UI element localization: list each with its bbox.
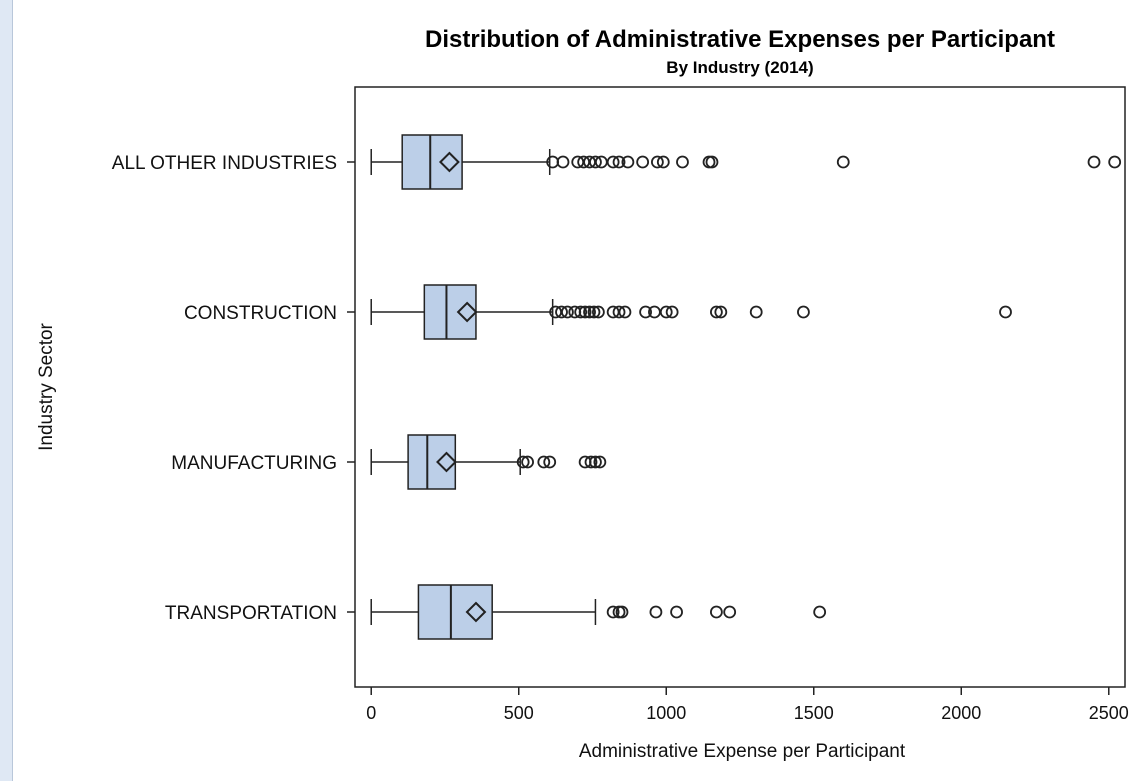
outlier-point-transportation-5 xyxy=(709,605,723,619)
outlier-point-all-other-industries-5 xyxy=(589,155,602,169)
outlier-point-construction-8 xyxy=(591,305,605,319)
x-axis-label: Administrative Expense per Participant xyxy=(579,741,906,762)
outlier-point-manufacturing-3 xyxy=(543,455,557,469)
x-tick-label-0: 0 xyxy=(366,703,376,723)
outlier-point-manufacturing-5 xyxy=(584,455,598,469)
outlier-point-all-other-industries-17 xyxy=(1087,155,1101,169)
outlier-point-transportation-4 xyxy=(670,605,683,619)
iqr-box-construction xyxy=(423,284,477,340)
outlier-point-construction-15 xyxy=(665,305,679,319)
iqr-box-transportation xyxy=(417,584,493,640)
outlier-point-all-other-industries-8 xyxy=(612,155,626,169)
outlier-point-construction-11 xyxy=(618,305,632,319)
category-label-all-other-industries: ALL OTHER INDUSTRIES xyxy=(112,153,337,174)
window-left-edge xyxy=(0,0,13,781)
outlier-point-all-other-industries-13 xyxy=(676,155,689,169)
iqr-box-all-other-industries xyxy=(401,134,463,190)
plot-layer: 0 500 1000 1500 2000 2500 ALL OTHER INDUSTRIES… xyxy=(112,134,1129,723)
outlier-point-all-other-industries-9 xyxy=(621,155,635,169)
x-tick-label-3: 1500 xyxy=(794,703,834,723)
mean-marker-manufacturing xyxy=(436,451,457,473)
outlier-point-manufacturing-7 xyxy=(593,455,607,469)
outlier-point-transportation-0 xyxy=(606,605,620,619)
x-tick-label-2: 1000 xyxy=(646,703,686,723)
x-tick-label-4: 2000 xyxy=(941,703,981,723)
iqr-box-manufacturing xyxy=(407,434,457,490)
outlier-point-manufacturing-0 xyxy=(516,455,530,469)
outlier-point-construction-17 xyxy=(714,305,728,319)
outlier-point-manufacturing-2 xyxy=(537,455,551,469)
outlier-point-construction-6 xyxy=(583,305,596,319)
outlier-point-construction-2 xyxy=(561,305,574,319)
outlier-point-all-other-industries-7 xyxy=(606,155,620,169)
chart-subtitle: By Industry (2014) xyxy=(666,58,813,77)
outlier-point-all-other-industries-16 xyxy=(836,155,850,169)
outlier-point-construction-1 xyxy=(555,305,568,319)
mean-marker-construction xyxy=(456,301,478,323)
outlier-point-construction-4 xyxy=(574,305,588,319)
category-label-construction: CONSTRUCTION xyxy=(184,303,337,324)
outlier-point-construction-18 xyxy=(749,305,763,319)
outlier-point-all-other-industries-10 xyxy=(636,155,650,169)
outlier-point-manufacturing-1 xyxy=(521,455,534,469)
outlier-point-all-other-industries-15 xyxy=(705,155,719,169)
outlier-point-construction-14 xyxy=(659,305,673,319)
mean-marker-all-other-industries xyxy=(438,151,460,173)
outlier-point-transportation-6 xyxy=(723,605,737,619)
outlier-point-transportation-2 xyxy=(615,605,629,619)
outlier-point-construction-19 xyxy=(797,305,810,319)
outlier-point-transportation-7 xyxy=(813,605,827,619)
outlier-point-construction-5 xyxy=(578,305,592,319)
chart-title: Distribution of Administrative Expenses … xyxy=(425,26,1055,53)
mean-marker-transportation xyxy=(465,601,487,623)
y-axis-label: Industry Sector xyxy=(36,322,57,450)
outlier-point-construction-12 xyxy=(639,305,652,319)
outlier-point-manufacturing-6 xyxy=(589,455,602,469)
category-label-transportation: TRANSPORTATION xyxy=(165,603,337,624)
outlier-point-all-other-industries-11 xyxy=(650,155,664,169)
outlier-point-construction-7 xyxy=(587,305,601,319)
outlier-point-all-other-industries-1 xyxy=(556,155,570,169)
x-tick-label-5: 2500 xyxy=(1089,703,1129,723)
outlier-point-transportation-3 xyxy=(649,605,663,619)
outlier-point-construction-16 xyxy=(709,305,723,319)
outlier-point-construction-10 xyxy=(612,305,626,319)
plot-area-frame xyxy=(354,86,1126,688)
category-label-manufacturing: MANUFACTURING xyxy=(171,453,337,474)
outlier-point-all-other-industries-12 xyxy=(656,155,670,169)
outlier-point-all-other-industries-18 xyxy=(1108,155,1122,169)
outlier-point-construction-20 xyxy=(999,305,1012,319)
x-tick-label-1: 500 xyxy=(504,703,534,723)
